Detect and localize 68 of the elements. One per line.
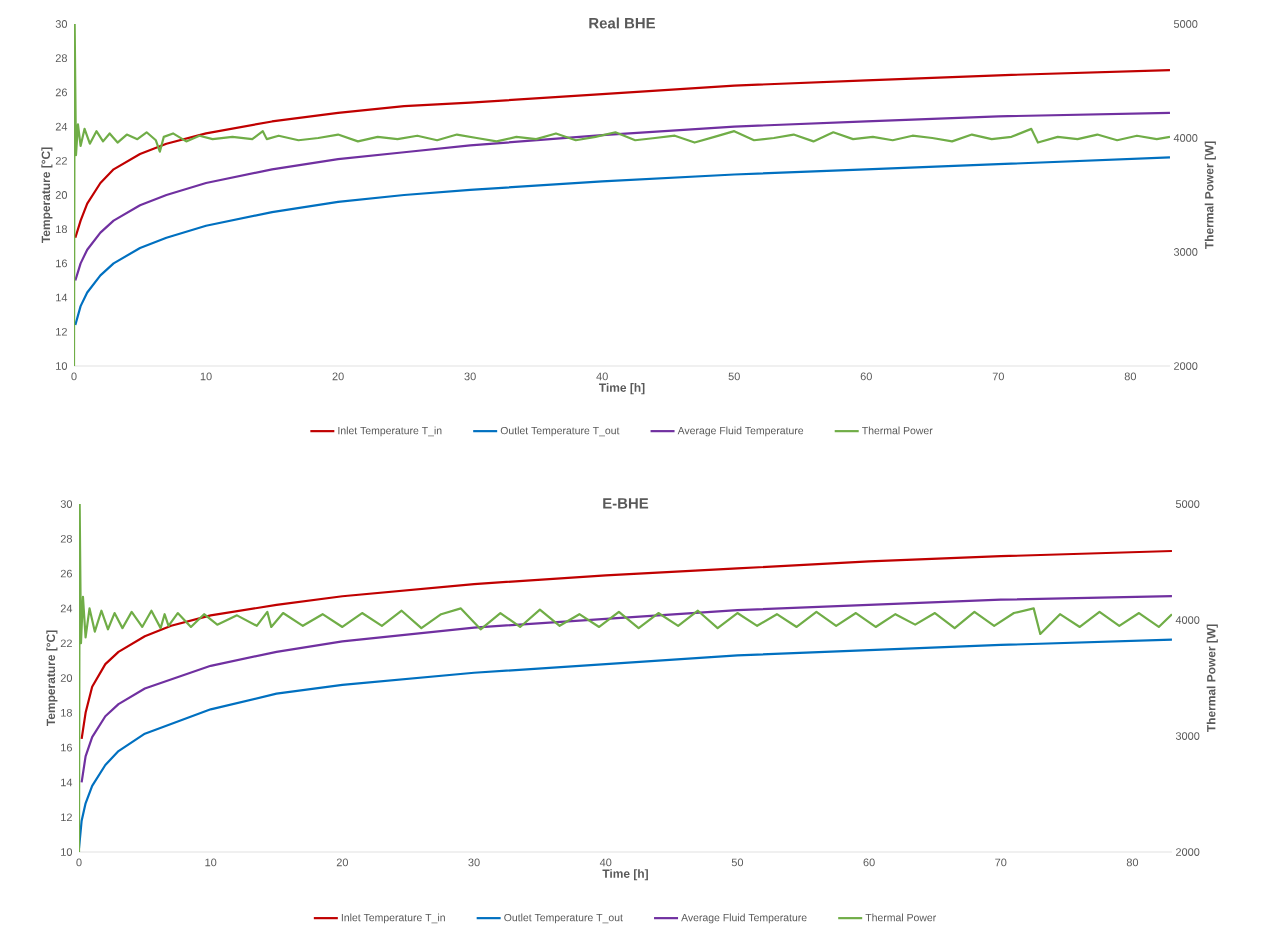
- x-tick-label: 20: [336, 858, 349, 867]
- y-tick-label: 14: [61, 778, 73, 787]
- y-tick-label: 12: [56, 327, 67, 336]
- x-tick-label: 30: [464, 372, 476, 381]
- x-tick-label: 70: [992, 372, 1004, 381]
- chart-title: Real BHE: [589, 17, 656, 29]
- y-tick-label: 14: [56, 293, 68, 302]
- y-tick-label: 26: [60, 569, 72, 578]
- y-tick-label: 24: [55, 122, 68, 131]
- x-tick-label: 0: [71, 372, 77, 381]
- y-tick-label: 18: [61, 708, 72, 717]
- x-tick-label: 30: [468, 858, 480, 867]
- y-tick-label: 26: [55, 88, 67, 97]
- y-axis-title: Temperature [°C]: [41, 147, 53, 243]
- y2-tick-label: 5000: [1173, 20, 1198, 28]
- x-tick-label: 0: [76, 858, 82, 867]
- legend-label: Inlet Temperature T_in: [341, 913, 445, 924]
- legend-label: Thermal Power: [865, 913, 937, 922]
- line-series: [74, 156, 1170, 327]
- legend-label: Outlet Temperature T_out: [500, 426, 620, 437]
- y-tick-label: 10: [61, 848, 73, 856]
- chart-title: E-BHE: [603, 498, 649, 509]
- y2-tick-label: 2000: [1174, 362, 1198, 370]
- x-tick-label: 20: [332, 372, 344, 381]
- y-tick-label: 22: [55, 156, 67, 165]
- x-axis-title: Time [h]: [602, 869, 648, 881]
- x-tick-label: 40: [596, 372, 608, 381]
- x-tick-label: 80: [1124, 372, 1137, 381]
- line-series: [74, 111, 1170, 282]
- y2-tick-label: 4000: [1173, 134, 1198, 142]
- y-axis-title: Temperature [°C]: [46, 630, 58, 726]
- legend-label: Inlet Temperature T_in: [338, 426, 442, 437]
- y-tick-label: 24: [60, 604, 73, 613]
- legend-label: Average Fluid Temperature: [677, 426, 804, 437]
- y2-axis-title: Thermal Power [W]: [1204, 141, 1216, 249]
- x-tick-label: 70: [995, 858, 1007, 867]
- y-tick-label: 16: [56, 259, 67, 268]
- x-tick-label: 50: [728, 372, 740, 381]
- y-tick-label: 16: [61, 743, 72, 752]
- y2-axis-title: Thermal Power [W]: [1206, 624, 1218, 732]
- y-tick-label: 28: [60, 534, 72, 543]
- y-tick-label: 20: [60, 674, 73, 682]
- y-tick-label: 20: [55, 191, 68, 199]
- y-tick-label: 10: [56, 362, 68, 370]
- y2-tick-label: 4000: [1175, 616, 1200, 624]
- y-tick-label: 30: [55, 20, 68, 28]
- y2-tick-label: 2000: [1176, 848, 1200, 856]
- y2-tick-label: 3000: [1173, 248, 1198, 256]
- y2-tick-label: 5000: [1175, 500, 1200, 508]
- x-tick-label: 60: [863, 858, 875, 867]
- x-tick-label: 10: [205, 858, 217, 867]
- x-tick-label: 10: [200, 372, 212, 381]
- x-tick-label: 60: [860, 372, 872, 381]
- line-series: [80, 549, 1172, 740]
- x-tick-label: 50: [731, 858, 744, 867]
- x-axis-title: Time [h]: [598, 383, 645, 395]
- y2-tick-label: 3000: [1175, 732, 1200, 740]
- legend-label: Average Fluid Temperature: [681, 913, 807, 924]
- y-tick-label: 18: [56, 225, 67, 234]
- legend-label: Thermal Power: [862, 426, 933, 435]
- x-tick-label: 40: [599, 858, 612, 867]
- legend-label: Outlet Temperature T_out: [504, 913, 623, 924]
- y-tick-label: 28: [55, 54, 67, 63]
- y-tick-label: 12: [61, 813, 72, 822]
- y-tick-label: 22: [60, 639, 72, 648]
- line-series: [74, 69, 1170, 239]
- x-tick-label: 80: [1126, 858, 1139, 867]
- y-tick-label: 30: [60, 500, 73, 508]
